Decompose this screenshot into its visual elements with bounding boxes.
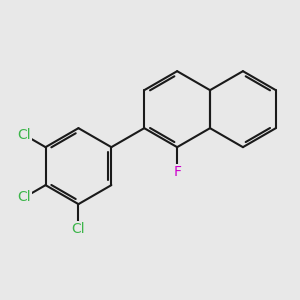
Text: Cl: Cl [72,222,85,236]
Text: Cl: Cl [17,128,31,142]
Text: Cl: Cl [17,190,31,205]
Text: F: F [173,165,181,179]
